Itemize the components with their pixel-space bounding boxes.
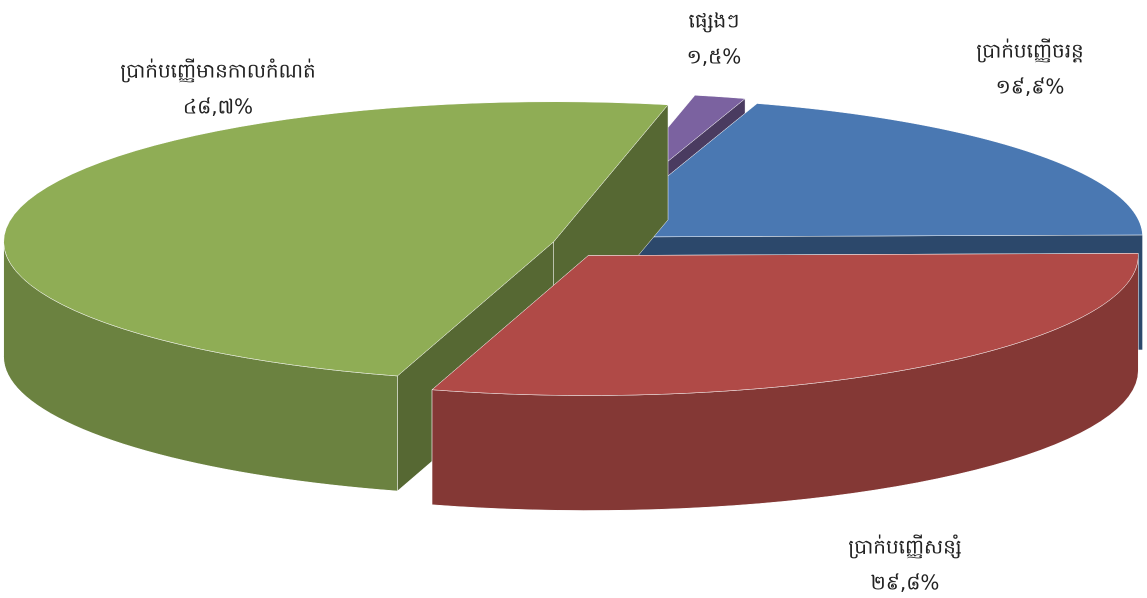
- slice: [431, 253, 1139, 396]
- value-label: ២៩,៨%: [871, 571, 940, 595]
- value-label: ១៩,៩%: [996, 75, 1065, 99]
- slice: [3, 101, 669, 377]
- value-label: ១,៥%: [687, 45, 742, 69]
- slice-label: ប្រាក់បញ្ញើសន្សំ: [848, 534, 962, 559]
- slice-label: ប្រាក់បញ្ញើមានកាលកំណត់: [120, 58, 315, 83]
- slice-label: ប្រាក់បញ្ញើចរន្ត: [976, 38, 1084, 63]
- slice: [591, 103, 1143, 238]
- value-label: ៤៨,៧%: [183, 95, 253, 119]
- slice-label: ផ្សេងៗ: [689, 9, 740, 33]
